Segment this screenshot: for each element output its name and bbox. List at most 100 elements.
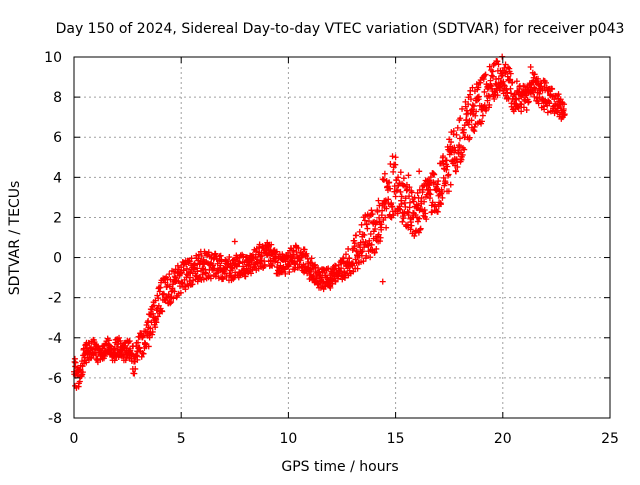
data-point <box>140 350 147 357</box>
data-point <box>145 343 152 350</box>
chart-title: Day 150 of 2024, Sidereal Day-to-day VTE… <box>56 21 625 37</box>
data-point <box>340 255 347 262</box>
y-tick-label: 8 <box>53 90 62 106</box>
y-tick-label: 4 <box>53 170 62 186</box>
data-point <box>310 272 317 279</box>
data-point <box>397 188 404 195</box>
data-point <box>427 174 434 181</box>
data-point <box>535 75 542 82</box>
data-point <box>410 198 417 205</box>
data-point <box>418 195 425 202</box>
data-point <box>211 265 218 272</box>
data-point <box>469 84 476 91</box>
data-point <box>268 241 275 248</box>
data-point <box>149 328 156 335</box>
data-point <box>473 108 480 115</box>
data-point <box>378 221 385 228</box>
data-point <box>220 275 227 282</box>
data-point <box>457 115 464 122</box>
data-point <box>472 112 479 119</box>
data-point <box>171 288 178 295</box>
data-point <box>153 319 160 326</box>
x-tick-label: 0 <box>70 431 79 447</box>
data-point <box>105 337 112 344</box>
data-point <box>139 350 146 357</box>
data-point <box>151 315 158 322</box>
data-point <box>354 265 361 272</box>
data-point <box>443 157 450 164</box>
data-point <box>342 251 349 258</box>
data-point <box>450 128 457 135</box>
y-tick-label: -6 <box>48 371 62 387</box>
data-point <box>400 175 407 182</box>
data-point <box>439 194 446 201</box>
data-point <box>445 171 452 178</box>
data-point <box>223 273 230 280</box>
data-point <box>154 313 161 320</box>
data-point <box>394 186 401 193</box>
data-point <box>416 215 423 222</box>
data-point <box>439 189 446 196</box>
data-point <box>405 172 412 179</box>
data-point <box>518 101 525 108</box>
data-point <box>352 256 359 263</box>
data-point <box>180 267 187 274</box>
data-point <box>421 198 428 205</box>
data-point <box>475 84 482 91</box>
data-point <box>365 218 372 225</box>
data-point <box>442 179 449 186</box>
data-point <box>402 195 409 202</box>
data-point <box>395 174 402 181</box>
data-point <box>207 275 214 282</box>
x-tick-label: 5 <box>177 431 186 447</box>
data-point <box>404 208 411 215</box>
data-point <box>443 166 450 173</box>
data-point <box>559 114 566 121</box>
data-point <box>515 105 522 112</box>
data-point <box>345 245 352 252</box>
data-point <box>183 261 190 268</box>
data-point <box>493 58 500 65</box>
x-tick-label: 20 <box>494 431 512 447</box>
data-point <box>398 200 405 207</box>
data-point <box>415 229 422 236</box>
data-point <box>282 270 289 277</box>
data-point <box>269 262 276 269</box>
data-point <box>541 106 548 113</box>
data-point <box>489 73 496 80</box>
data-point <box>116 334 123 341</box>
data-point <box>295 245 302 252</box>
tick-labels: 0 5 10 15 20 25 -8 -6 -4 -2 0 2 4 6 8 10 <box>44 50 619 447</box>
data-point <box>444 163 451 170</box>
y-tick-label: 0 <box>53 251 62 267</box>
data-point <box>447 181 454 188</box>
data-point <box>361 231 368 238</box>
data-point <box>527 64 534 71</box>
data-point <box>523 107 530 114</box>
data-point <box>411 232 418 239</box>
data-point <box>371 249 378 256</box>
data-point <box>452 168 459 175</box>
data-point <box>535 100 542 107</box>
data-point <box>259 252 266 259</box>
data-point <box>111 357 118 364</box>
data-point <box>391 183 398 190</box>
data-point <box>475 93 482 100</box>
data-point <box>501 83 508 90</box>
data-point <box>430 180 437 187</box>
data-point <box>454 124 461 131</box>
data-point <box>387 185 394 192</box>
x-tick-label: 15 <box>387 431 405 447</box>
data-point <box>470 126 477 133</box>
x-tick-label: 10 <box>279 431 297 447</box>
data-point <box>429 208 436 215</box>
data-point <box>531 71 538 78</box>
data-point <box>155 295 162 302</box>
y-tick-label: 2 <box>53 210 62 226</box>
data-point <box>286 268 293 275</box>
data-point <box>525 98 532 105</box>
data-point <box>414 218 421 225</box>
data-point <box>406 193 413 200</box>
data-point <box>381 170 388 177</box>
data-point <box>486 101 493 108</box>
